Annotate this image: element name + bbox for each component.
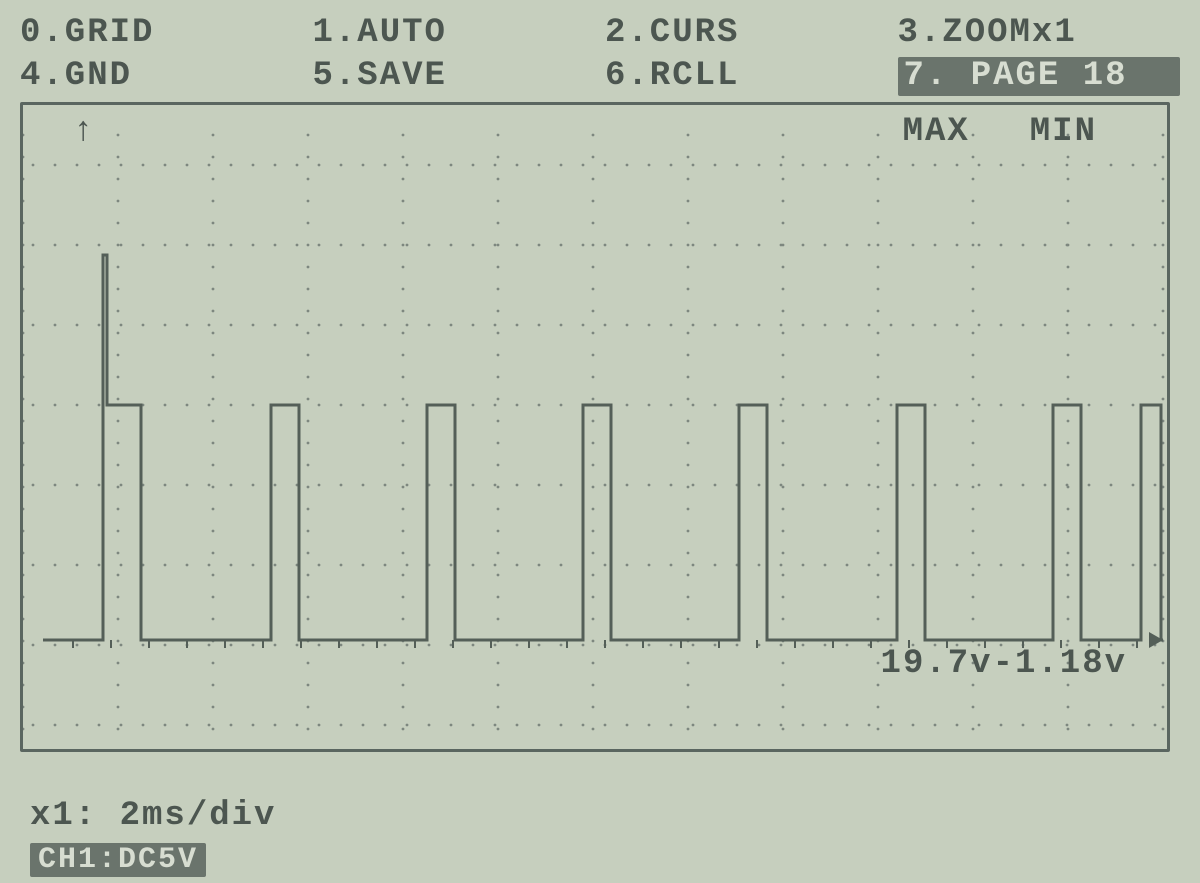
menu-item-0[interactable]: 0.GRID [20,14,303,53]
menu-item-1[interactable]: 1.AUTO [313,14,596,53]
readout-row: 19.7v-1.18v [881,645,1127,683]
min-value: -1.18v [993,645,1127,683]
channel-badge: CH1:DC5V [30,843,206,877]
menu-item-2[interactable]: 2.CURS [605,14,888,53]
menu-item-4[interactable]: 4.GND [20,57,303,96]
menu-item-6[interactable]: 6.RCLL [605,57,888,96]
max-value: 19.7v [881,645,993,683]
menu-item-5[interactable]: 5.SAVE [313,57,596,96]
menu-grid: 0.GRID 1.AUTO2.CURS 3.ZOOMx1 4.GND 5.SAVE6.R… [20,14,1180,96]
plot-frame: ↑ MAX MIN 19.7v-1.18v [20,102,1170,752]
menu-item-3[interactable]: 3.ZOOMx1 [898,14,1181,53]
menu-item-7[interactable]: 7. PAGE 18 [898,57,1181,96]
timebase-label: x1: 2ms/div [30,797,276,835]
